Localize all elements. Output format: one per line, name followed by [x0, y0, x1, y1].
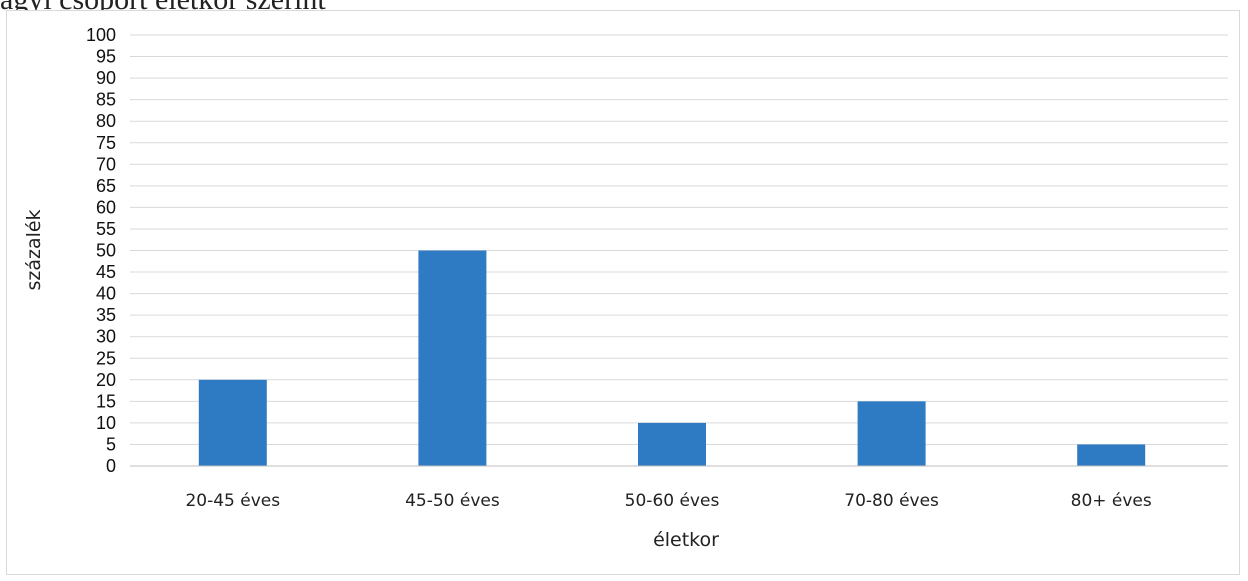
- x-axis-ticks: 20-45 éves 45-50 éves 50-60 éves 70-80 éves…: [185, 491, 1151, 511]
- bar: [857, 401, 926, 466]
- y-tick-label: 20: [96, 370, 116, 390]
- y-tick-label: 90: [96, 68, 116, 88]
- x-tick-label: 45-50 éves: [405, 491, 500, 511]
- x-axis-title: életkor: [653, 529, 719, 551]
- y-tick-label: 60: [96, 197, 116, 217]
- y-tick-label: 5: [106, 434, 116, 454]
- bar: [418, 250, 487, 466]
- y-tick-label: 0: [106, 456, 116, 476]
- x-tick-label: 70-80 éves: [844, 491, 939, 511]
- y-axis-ticks: 0510152025303540455055606570758085909510…: [86, 25, 116, 476]
- gridlines: [130, 34, 1228, 445]
- y-tick-label: 70: [96, 154, 116, 174]
- y-tick-label: 15: [96, 391, 116, 411]
- bar: [638, 422, 706, 466]
- y-tick-label: 50: [96, 241, 116, 261]
- y-tick-label: 30: [96, 327, 116, 347]
- y-tick-label: 100: [86, 25, 116, 45]
- y-tick-label: 95: [96, 47, 116, 67]
- y-tick-label: 80: [96, 111, 116, 131]
- x-tick-label: 50-60 éves: [625, 491, 720, 511]
- bar: [1077, 444, 1146, 466]
- y-tick-label: 40: [96, 284, 116, 304]
- x-tick-label: 80+ éves: [1071, 491, 1152, 511]
- chart-frame: [6, 10, 1240, 575]
- y-tick-label: 65: [96, 176, 116, 196]
- y-tick-label: 45: [96, 262, 116, 282]
- y-tick-label: 85: [96, 90, 116, 110]
- y-tick-label: 55: [96, 219, 116, 239]
- y-tick-label: 10: [96, 413, 116, 433]
- y-tick-label: 35: [96, 305, 116, 325]
- bars: [198, 250, 1146, 466]
- bar: [198, 379, 267, 466]
- y-tick-label: 25: [96, 348, 116, 368]
- y-tick-label: 75: [96, 133, 116, 153]
- y-axis-title: százalék: [23, 209, 45, 290]
- x-tick-label: 20-45 éves: [185, 491, 280, 511]
